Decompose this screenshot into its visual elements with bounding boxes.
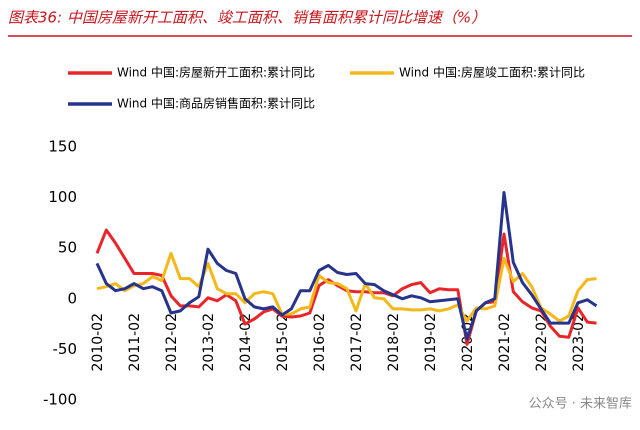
y-tick-label: 100	[48, 188, 77, 206]
x-tick-label: 2016-02	[312, 313, 328, 372]
x-tick-label: 2019-02	[423, 313, 439, 372]
x-tick-label: 2021-02	[497, 313, 513, 372]
y-tick-label: 0	[67, 289, 77, 307]
x-tick-label: 2013-02	[201, 313, 217, 372]
watermark: 公众号 · 未来智库	[529, 396, 632, 412]
y-tick-label: 150	[48, 138, 77, 156]
chart-title: 图表36: 中国房屋新开工面积、竣工面积、销售面积累计同比增速（%）	[8, 9, 486, 27]
x-tick-label: 2023-02	[571, 313, 587, 372]
legend-label: Wind 中国:房屋竣工面积:累计同比	[399, 65, 585, 80]
x-tick-label: 2022-02	[534, 313, 550, 372]
series-line	[96, 251, 597, 323]
series-line	[95, 191, 598, 341]
x-tick-label: 2017-02	[349, 313, 365, 372]
y-tick-label: -100	[43, 391, 77, 409]
y-tick-label: 50	[58, 239, 77, 257]
x-tick-label: 2014-02	[238, 313, 254, 372]
x-tick-label: 2011-02	[127, 313, 143, 372]
x-tick-label: 2010-02	[90, 313, 106, 372]
legend-label: Wind 中国:商品房销售面积:累计同比	[117, 96, 315, 111]
legend-label: Wind 中国:房屋新开工面积:累计同比	[117, 65, 315, 80]
x-tick-label: 2018-02	[386, 313, 402, 372]
y-tick-label: -50	[53, 340, 78, 358]
x-tick-label: 2012-02	[164, 313, 180, 372]
x-tick-label: 2015-02	[275, 313, 291, 372]
